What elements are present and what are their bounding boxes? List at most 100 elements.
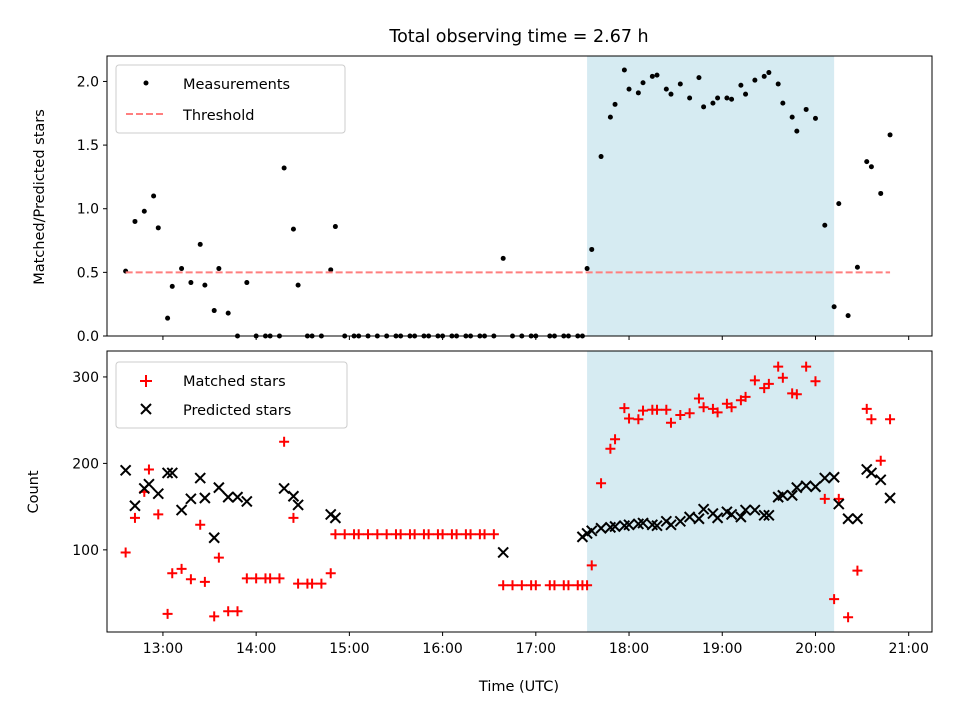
matched-stars-point: [833, 493, 844, 504]
matched-stars-point: [530, 580, 541, 591]
predicted-stars-point: [665, 519, 677, 531]
matched-stars-point: [372, 529, 383, 540]
measurement-point: [649, 73, 655, 79]
matched-stars-point: [120, 547, 131, 558]
measurement-point: [854, 264, 860, 270]
top-y-ticks: 0.0 0.5 1.0 1.5 2.0: [77, 74, 107, 345]
measurement-point: [864, 159, 870, 165]
measurement-point: [780, 100, 786, 106]
predicted-stars-point: [697, 503, 710, 515]
legend-matched-marker: [140, 375, 152, 387]
matched-stars-point: [866, 414, 877, 425]
y-tick-label: 0.5: [77, 265, 99, 281]
measurement-point: [607, 114, 613, 120]
matched-stars-point: [265, 573, 276, 584]
predicted-stars-point: [292, 499, 304, 511]
matched-stars-point: [423, 529, 434, 540]
predicted-stars-point: [884, 492, 896, 504]
matched-stars-point: [586, 560, 597, 571]
measurement-point: [328, 267, 334, 273]
matched-stars-point: [852, 565, 863, 576]
measurement-point: [887, 132, 893, 138]
matched-stars-point: [232, 606, 243, 617]
bottom-x-ticks: 13:00 14:00 15:00 16:00 17:00 18:00 19:00 20:00…: [143, 632, 929, 657]
matched-stars-point: [185, 574, 196, 585]
predicted-stars-point: [865, 467, 878, 479]
matched-stars-point: [633, 414, 644, 425]
measurement-point: [295, 282, 301, 288]
measurement-point: [332, 224, 338, 230]
matched-stars-point: [810, 376, 821, 387]
matched-stars-point: [307, 578, 318, 589]
matched-stars-point: [199, 576, 210, 587]
measurement-point: [654, 72, 660, 78]
matched-stars-point: [773, 361, 784, 372]
top-legend-frame: [115, 64, 346, 134]
measurement-point: [179, 266, 185, 272]
matched-stars-point: [451, 529, 462, 540]
matched-stars-point: [153, 509, 164, 520]
matched-stars-point: [143, 464, 154, 475]
measurement-point: [635, 90, 641, 96]
measurement-point: [743, 91, 749, 97]
bottom-axes-frame: [106, 350, 933, 633]
top-axes-frame: [106, 55, 933, 337]
top-data-marks: [123, 67, 893, 339]
predicted-stars-point: [161, 467, 174, 479]
measurement-point: [836, 201, 842, 207]
predicted-stars-point: [129, 500, 141, 512]
y-tick-label: 0.0: [77, 329, 99, 345]
matched-stars-point: [409, 529, 420, 540]
matched-stars-point: [241, 573, 252, 584]
matched-stars-point: [330, 529, 341, 540]
matched-stars-point: [129, 512, 140, 523]
measurement-point: [169, 283, 175, 289]
predicted-stars-point: [152, 487, 164, 500]
measurement-point: [831, 304, 837, 310]
measurement-point: [202, 282, 208, 288]
chart-title: Total observing time = 2.67 h: [388, 27, 648, 47]
predicted-stars-point: [231, 491, 244, 503]
measurement-point: [290, 226, 296, 232]
matched-stars-point: [698, 402, 709, 413]
measurement-point: [612, 101, 618, 107]
matched-stars-point: [675, 409, 686, 420]
matched-stars-point: [619, 403, 630, 414]
y-tick-label: 200: [72, 456, 99, 472]
predicted-stars-point: [199, 492, 211, 504]
top-highlight-span: [587, 56, 835, 336]
matched-stars-point: [684, 408, 695, 419]
predicted-stars-point: [329, 512, 342, 524]
predicted-stars-point: [791, 481, 803, 494]
measurement-point: [244, 280, 250, 286]
matched-stars-point: [801, 361, 812, 372]
matched-stars-point: [749, 375, 760, 386]
measurement-point: [812, 115, 818, 121]
measurement-point: [663, 86, 669, 92]
predicted-stars-point: [143, 478, 155, 490]
measurement-point: [225, 310, 231, 316]
matched-stars-point: [712, 407, 723, 418]
matched-stars-point: [740, 391, 751, 402]
y-tick-label: 1.5: [77, 138, 99, 154]
matched-stars-point: [363, 529, 374, 540]
measurement-point: [696, 75, 702, 81]
measurement-point: [281, 165, 287, 171]
measurement-point: [141, 208, 147, 214]
matched-stars-point: [605, 443, 616, 454]
predicted-stars-point: [194, 472, 206, 484]
predicted-stars-point: [842, 513, 854, 525]
matched-stars-point: [819, 493, 830, 504]
matched-stars-point: [195, 519, 206, 530]
matched-stars-point: [652, 404, 662, 415]
predicted-stars-point: [287, 490, 300, 502]
bottom-axes: 100 200 300 13:00 14:00 15:00 16:00 17:00 18:00…: [26, 350, 933, 695]
measurement-point: [794, 128, 800, 134]
measurement-point: [822, 222, 828, 228]
predicted-stars-point: [693, 513, 705, 525]
matched-stars-point: [437, 529, 448, 540]
x-tick-label: 20:00: [795, 641, 835, 657]
bottom-legend-frame: [115, 361, 348, 429]
matched-stars-point: [661, 404, 672, 415]
matched-stars-point: [316, 578, 327, 589]
